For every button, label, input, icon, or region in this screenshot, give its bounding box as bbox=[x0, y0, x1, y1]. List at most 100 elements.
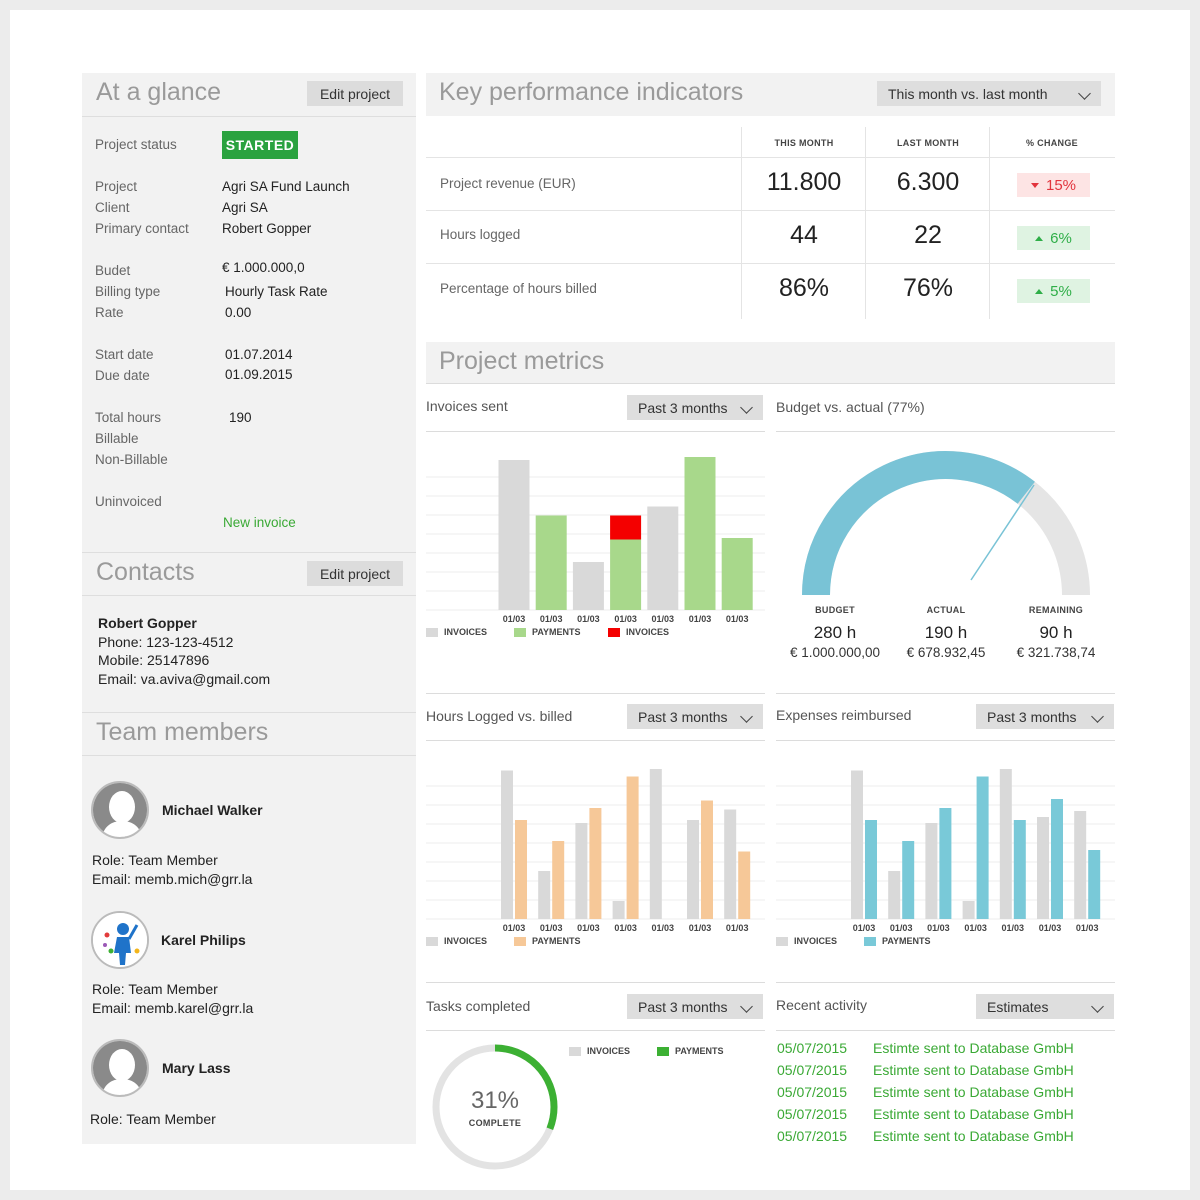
legend-swatch bbox=[657, 1046, 669, 1056]
member-role: Role: Team Member bbox=[92, 981, 218, 997]
tasks-period-value: Past 3 months bbox=[638, 998, 728, 1015]
activity-row[interactable]: 05/07/2015 Estimte sent to Database GmbH bbox=[777, 1040, 1074, 1062]
bar-payments bbox=[1088, 850, 1101, 919]
field-label-non-billable: Non-Billable bbox=[95, 452, 168, 467]
kpi-row-label: Hours logged bbox=[440, 227, 521, 242]
x-tick-label: 01/03 bbox=[503, 923, 526, 933]
arrow-down-icon bbox=[1030, 182, 1039, 188]
actual-hours: 190 h bbox=[924, 623, 968, 642]
tasks-complete-label: COMPLETE bbox=[468, 1118, 522, 1128]
kpi-row-divider bbox=[426, 210, 1115, 211]
remaining-hours: 90 h bbox=[1039, 623, 1073, 642]
kpi-change-badge: 5% bbox=[1017, 279, 1090, 303]
x-tick-label: 01/03 bbox=[964, 923, 987, 933]
bar-invoices bbox=[538, 871, 551, 919]
contact-phone: Phone: 123-123-4512 bbox=[98, 634, 234, 650]
bar-payments bbox=[1013, 820, 1026, 919]
divider bbox=[426, 693, 765, 694]
bar-invoices bbox=[1037, 817, 1049, 919]
x-tick-label: 01/03 bbox=[1039, 923, 1062, 933]
kpi-last-month: 22 bbox=[914, 221, 942, 249]
divider bbox=[776, 1030, 1115, 1031]
budget-gauge bbox=[802, 451, 1090, 596]
expenses-period-dropdown[interactable]: Past 3 months bbox=[976, 704, 1114, 729]
field-label-total-hours: Total hours bbox=[95, 410, 162, 425]
activity-row[interactable]: 05/07/2015 Estimte sent to Database GmbH bbox=[777, 1128, 1074, 1150]
legend-label: PAYMENTS bbox=[532, 936, 581, 946]
field-label-start-date: Start date bbox=[95, 347, 154, 362]
field-label-billable: Billable bbox=[95, 431, 139, 446]
activity-date: 05/07/2015 bbox=[777, 1084, 848, 1100]
x-tick-label: 01/03 bbox=[540, 614, 563, 624]
x-tick-label: 01/03 bbox=[577, 614, 600, 624]
x-tick-label: 01/03 bbox=[1002, 923, 1025, 933]
activity-text: Estimte sent to Database GmbH bbox=[873, 1062, 1074, 1078]
x-tick-label: 01/03 bbox=[927, 923, 950, 933]
divider bbox=[776, 431, 1115, 432]
contacts-title: Contacts bbox=[96, 558, 195, 586]
divider bbox=[776, 693, 1115, 694]
kpi-this-month: 11.800 bbox=[766, 168, 842, 196]
hours-title: Hours Logged vs. billed bbox=[426, 708, 573, 724]
invoices-period-dropdown[interactable]: Past 3 months bbox=[627, 395, 763, 420]
field-value-primary-contact: Robert Gopper bbox=[222, 221, 312, 236]
hours-period-dropdown[interactable]: Past 3 months bbox=[627, 704, 763, 729]
field-label-billing-type: Billing type bbox=[95, 284, 161, 299]
activity-date: 05/07/2015 bbox=[777, 1040, 848, 1056]
member-name: Mary Lass bbox=[162, 1060, 231, 1076]
divider bbox=[426, 431, 765, 432]
section-separator bbox=[82, 712, 416, 713]
divider bbox=[426, 1030, 765, 1031]
legend-item: INVOICES bbox=[776, 936, 837, 946]
bar-invoices bbox=[962, 901, 975, 919]
legend-item: PAYMENTS bbox=[657, 1046, 724, 1056]
user-figure-icon bbox=[93, 913, 147, 967]
new-invoice-link[interactable]: New invoice bbox=[223, 515, 296, 530]
legend-swatch bbox=[514, 627, 526, 637]
legend-item: INVOICES bbox=[426, 936, 487, 946]
budget-column-header: REMAINING bbox=[1028, 605, 1084, 615]
activity-row[interactable]: 05/07/2015 Estimte sent to Database GmbH bbox=[777, 1084, 1074, 1106]
legend-item: PAYMENTS bbox=[514, 936, 581, 946]
kpi-change-value: 5% bbox=[1050, 282, 1072, 300]
bar-payments bbox=[939, 808, 952, 919]
tasks-period-dropdown[interactable]: Past 3 months bbox=[627, 994, 763, 1019]
budget-amount: € 1.000.000,00 bbox=[789, 645, 881, 660]
edit-project-button[interactable]: Edit project bbox=[307, 81, 403, 106]
legend-swatch bbox=[776, 936, 788, 946]
activity-row[interactable]: 05/07/2015 Estimte sent to Database GmbH bbox=[777, 1062, 1074, 1084]
activity-title: Recent activity bbox=[776, 997, 868, 1013]
legend-swatch bbox=[514, 936, 526, 946]
activity-date: 05/07/2015 bbox=[777, 1128, 848, 1144]
bar-invoices bbox=[498, 460, 530, 610]
legend-item: INVOICES bbox=[426, 627, 487, 637]
bar-invoices bbox=[649, 769, 662, 919]
chevron-down-icon bbox=[1091, 1000, 1104, 1013]
legend-item: INVOICES bbox=[608, 627, 669, 637]
bar-invoices bbox=[501, 770, 513, 919]
x-tick-label: 01/03 bbox=[540, 923, 563, 933]
edit-contacts-button[interactable]: Edit project bbox=[307, 561, 403, 586]
bar-payments bbox=[721, 538, 753, 610]
member-name: Karel Philips bbox=[161, 932, 246, 948]
activity-list: 05/07/2015 Estimte sent to Database GmbH … bbox=[777, 1040, 1074, 1150]
x-tick-label: 01/03 bbox=[853, 923, 876, 933]
activity-text: Estimte sent to Database GmbH bbox=[873, 1084, 1074, 1100]
kpi-title: Key performance indicators bbox=[439, 78, 744, 106]
field-value-start-date: 01.07.2014 bbox=[225, 347, 293, 362]
field-value-due-date: 01.09.2015 bbox=[225, 367, 293, 382]
status-badge: STARTED bbox=[222, 131, 298, 159]
bar-invoices bbox=[888, 871, 901, 919]
legend-label: INVOICES bbox=[444, 936, 488, 946]
bar-payments bbox=[515, 820, 527, 919]
activity-row[interactable]: 05/07/2015 Estimte sent to Database GmbH bbox=[777, 1106, 1074, 1128]
expenses-chart: 01/03 01/03 01/03 01/03 01/03 01/03 01/03 bbox=[776, 769, 1115, 933]
bar-invoices bbox=[612, 901, 625, 919]
kpi-change-value: 15% bbox=[1045, 176, 1077, 194]
kpi-period-dropdown[interactable]: This month vs. last month bbox=[877, 81, 1101, 106]
activity-filter-dropdown[interactable]: Estimates bbox=[976, 994, 1114, 1019]
metrics-title: Project metrics bbox=[439, 347, 605, 375]
budget-column-header: ACTUAL bbox=[926, 605, 966, 615]
chevron-down-icon bbox=[740, 401, 753, 414]
bar-payments bbox=[701, 800, 713, 919]
